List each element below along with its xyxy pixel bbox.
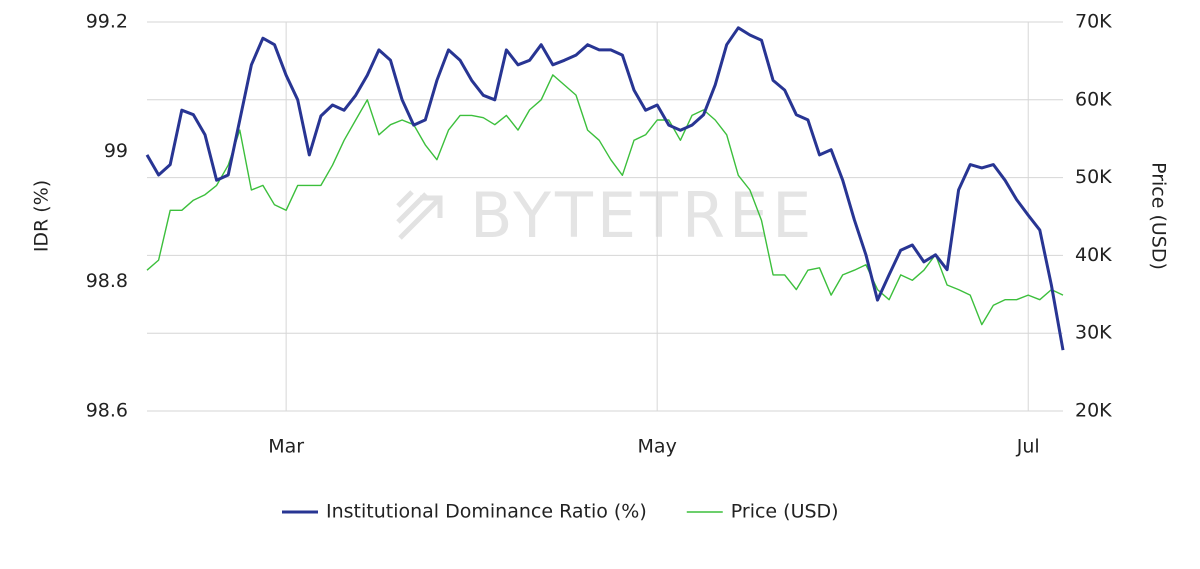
y-tick-label: 98.6 [86, 400, 128, 422]
y-axis-title: IDR (%) [31, 180, 53, 252]
y2-tick-label: 50K [1075, 166, 1112, 188]
y-tick-label: 99.2 [86, 11, 128, 33]
watermark-icon [396, 190, 443, 240]
legend: Institutional Dominance Ratio (%) Price (… [282, 501, 839, 523]
line-series [146, 74, 1064, 326]
x-tick-label: Jul [1016, 436, 1040, 458]
y-tick-label: 98.8 [86, 270, 128, 292]
y-tick-label: 99 [104, 140, 128, 162]
y2-tick-label: 60K [1075, 88, 1112, 110]
y2-tick-label: 20K [1075, 400, 1112, 422]
legend-label: Price (USD) [731, 501, 839, 523]
y2-tick-label: 40K [1075, 244, 1112, 266]
line-series [145, 26, 1065, 351]
y2-tick-label: 70K [1075, 11, 1112, 33]
x-tick-label: May [638, 436, 677, 458]
x-tick-label: Mar [268, 436, 304, 458]
legend-label: Institutional Dominance Ratio (%) [326, 501, 647, 523]
y2-axis-title: Price (USD) [1148, 162, 1170, 270]
y2-tick-label: 30K [1075, 322, 1112, 344]
watermark: BYTETREE [470, 179, 815, 252]
